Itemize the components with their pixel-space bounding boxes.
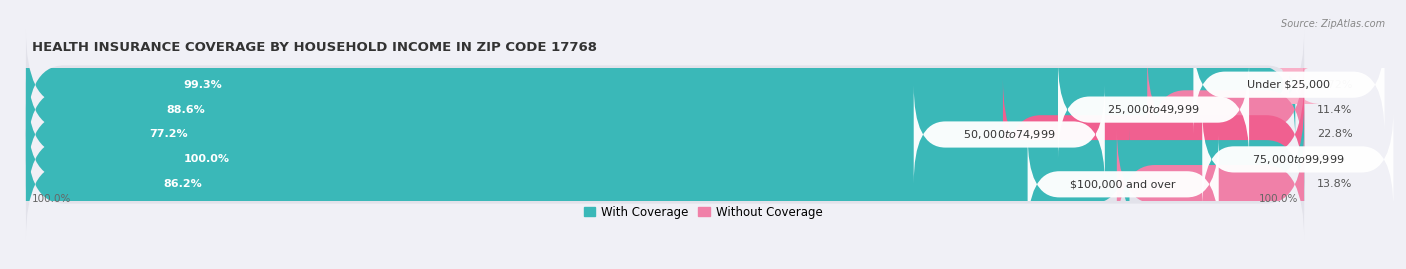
Text: HEALTH INSURANCE COVERAGE BY HOUSEHOLD INCOME IN ZIP CODE 17768: HEALTH INSURANCE COVERAGE BY HOUSEHOLD I… <box>32 41 598 54</box>
FancyBboxPatch shape <box>25 29 1305 140</box>
Text: 86.2%: 86.2% <box>163 179 202 189</box>
Text: Under $25,000: Under $25,000 <box>1247 80 1330 90</box>
Text: $50,000 to $74,999: $50,000 to $74,999 <box>963 128 1056 141</box>
Text: 100.0%: 100.0% <box>32 194 72 204</box>
Text: 77.2%: 77.2% <box>149 129 188 140</box>
Text: 100.0%: 100.0% <box>184 154 231 164</box>
FancyBboxPatch shape <box>25 79 1015 190</box>
FancyBboxPatch shape <box>25 104 1305 215</box>
FancyBboxPatch shape <box>1202 110 1393 208</box>
FancyBboxPatch shape <box>25 129 1305 240</box>
Legend: With Coverage, Without Coverage: With Coverage, Without Coverage <box>579 201 827 224</box>
Text: 100.0%: 100.0% <box>1258 194 1298 204</box>
FancyBboxPatch shape <box>1147 54 1305 165</box>
Text: Source: ZipAtlas.com: Source: ZipAtlas.com <box>1281 19 1385 29</box>
Text: $25,000 to $49,999: $25,000 to $49,999 <box>1108 103 1199 116</box>
Text: $100,000 and over: $100,000 and over <box>1070 179 1175 189</box>
FancyBboxPatch shape <box>1057 61 1249 159</box>
FancyBboxPatch shape <box>1267 29 1320 140</box>
FancyBboxPatch shape <box>1116 129 1305 240</box>
Text: 88.6%: 88.6% <box>167 105 205 115</box>
FancyBboxPatch shape <box>25 29 1295 140</box>
FancyBboxPatch shape <box>25 54 1305 165</box>
Text: 99.3%: 99.3% <box>183 80 222 90</box>
FancyBboxPatch shape <box>25 104 1305 215</box>
FancyBboxPatch shape <box>914 85 1105 184</box>
Text: 0.0%: 0.0% <box>1317 154 1346 164</box>
FancyBboxPatch shape <box>1194 36 1385 134</box>
FancyBboxPatch shape <box>1028 135 1219 233</box>
FancyBboxPatch shape <box>1002 79 1305 190</box>
FancyBboxPatch shape <box>25 54 1160 165</box>
Text: 13.8%: 13.8% <box>1317 179 1353 189</box>
Text: $75,000 to $99,999: $75,000 to $99,999 <box>1251 153 1344 166</box>
Text: 22.8%: 22.8% <box>1317 129 1353 140</box>
Text: 11.4%: 11.4% <box>1317 105 1353 115</box>
FancyBboxPatch shape <box>25 79 1305 190</box>
FancyBboxPatch shape <box>25 129 1129 240</box>
Text: 0.72%: 0.72% <box>1317 80 1353 90</box>
